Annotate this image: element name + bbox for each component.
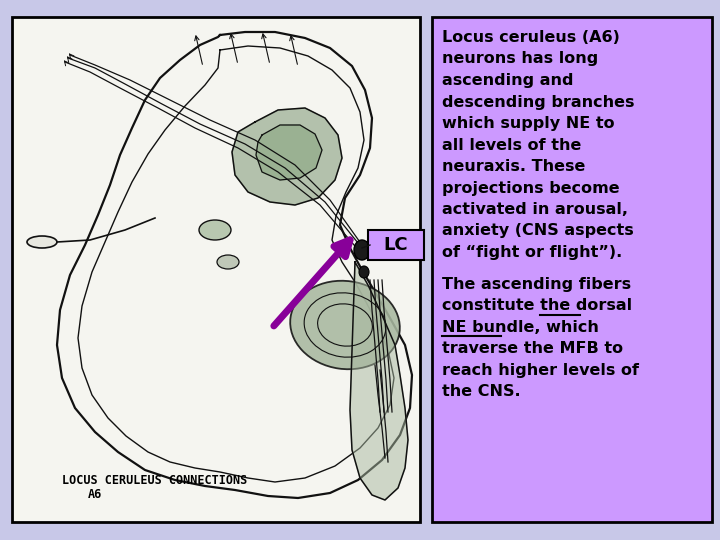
Ellipse shape [354, 240, 370, 260]
Text: LOCUS CERULEUS CONNECTIONS: LOCUS CERULEUS CONNECTIONS [62, 474, 247, 487]
Text: the CNS.: the CNS. [442, 384, 521, 399]
Text: activated in arousal,: activated in arousal, [442, 202, 628, 217]
FancyBboxPatch shape [12, 17, 420, 522]
Text: projections become: projections become [442, 180, 620, 195]
Ellipse shape [217, 255, 239, 269]
Text: NE bundle, which: NE bundle, which [442, 320, 599, 334]
Polygon shape [350, 262, 408, 500]
Text: neurons has long: neurons has long [442, 51, 598, 66]
Text: traverse the MFB to: traverse the MFB to [442, 341, 623, 356]
FancyBboxPatch shape [368, 230, 424, 260]
Ellipse shape [199, 220, 231, 240]
Text: anxiety (CNS aspects: anxiety (CNS aspects [442, 224, 634, 239]
Text: all levels of the: all levels of the [442, 138, 581, 152]
Text: descending branches: descending branches [442, 94, 634, 110]
Text: LC: LC [384, 236, 408, 254]
Polygon shape [232, 108, 342, 205]
Ellipse shape [27, 236, 57, 248]
Ellipse shape [290, 281, 400, 369]
Text: ascending and: ascending and [442, 73, 574, 88]
Text: A6: A6 [88, 489, 102, 502]
Text: The ascending fibers: The ascending fibers [442, 276, 631, 292]
Polygon shape [256, 125, 322, 180]
Text: neuraxis. These: neuraxis. These [442, 159, 585, 174]
Text: reach higher levels of: reach higher levels of [442, 362, 639, 377]
Ellipse shape [359, 266, 369, 278]
Text: constitute the dorsal: constitute the dorsal [442, 298, 632, 313]
Text: Locus ceruleus (A6): Locus ceruleus (A6) [442, 30, 620, 45]
Text: of “fight or flight”).: of “fight or flight”). [442, 245, 622, 260]
Text: which supply NE to: which supply NE to [442, 116, 615, 131]
FancyBboxPatch shape [432, 17, 712, 522]
